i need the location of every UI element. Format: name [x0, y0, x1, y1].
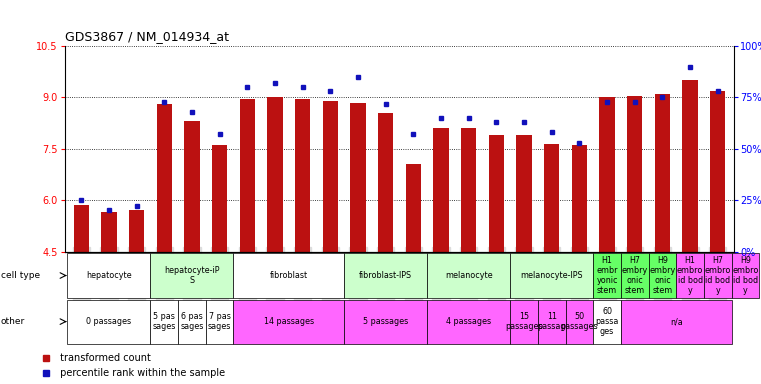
Bar: [648, 253, 677, 298]
Text: 15
passages: 15 passages: [505, 312, 543, 331]
Bar: [344, 300, 427, 344]
Text: H1
embr
yonic
stem: H1 embr yonic stem: [597, 257, 618, 295]
Bar: [594, 300, 621, 344]
Bar: [654, 94, 670, 252]
Bar: [427, 253, 510, 298]
Bar: [205, 300, 234, 344]
Bar: [565, 300, 594, 344]
Bar: [594, 253, 621, 298]
Bar: [178, 300, 205, 344]
Text: GDS3867 / NM_014934_at: GDS3867 / NM_014934_at: [65, 30, 229, 43]
Text: hepatocyte: hepatocyte: [86, 271, 132, 280]
Bar: [538, 300, 565, 344]
Bar: [621, 300, 731, 344]
Bar: [517, 135, 532, 252]
Bar: [406, 164, 421, 252]
Text: 5 pas
sages: 5 pas sages: [153, 312, 176, 331]
Bar: [101, 212, 116, 252]
Text: hepatocyte-iP
S: hepatocyte-iP S: [164, 266, 220, 285]
Text: 4 passages: 4 passages: [446, 317, 492, 326]
Text: cell type: cell type: [1, 271, 40, 280]
Text: transformed count: transformed count: [57, 353, 151, 363]
Bar: [621, 253, 648, 298]
Bar: [489, 135, 504, 252]
Bar: [600, 98, 615, 252]
Bar: [234, 300, 344, 344]
Bar: [267, 98, 282, 252]
Text: H9
embry
onic
stem: H9 embry onic stem: [649, 257, 676, 295]
Bar: [68, 300, 151, 344]
Text: 50
passages: 50 passages: [561, 312, 598, 331]
Bar: [240, 99, 255, 252]
Text: H7
embry
onic
stem: H7 embry onic stem: [622, 257, 648, 295]
Bar: [710, 91, 725, 252]
Text: 7 pas
sages: 7 pas sages: [208, 312, 231, 331]
Bar: [704, 253, 731, 298]
Text: H7
embro
id bod
y: H7 embro id bod y: [705, 257, 731, 295]
Text: melanocyte: melanocyte: [445, 271, 492, 280]
Text: melanocyte-IPS: melanocyte-IPS: [521, 271, 583, 280]
Bar: [295, 99, 310, 252]
Text: fibroblast-IPS: fibroblast-IPS: [359, 271, 412, 280]
Bar: [683, 80, 698, 252]
Bar: [427, 300, 510, 344]
Text: 6 pas
sages: 6 pas sages: [180, 312, 204, 331]
Text: 14 passages: 14 passages: [264, 317, 314, 326]
Bar: [378, 113, 393, 252]
Bar: [157, 104, 172, 252]
Bar: [74, 205, 89, 252]
Bar: [544, 144, 559, 252]
Text: percentile rank within the sample: percentile rank within the sample: [57, 368, 225, 378]
Text: 11
passag: 11 passag: [537, 312, 566, 331]
Bar: [234, 253, 344, 298]
Bar: [627, 96, 642, 252]
Bar: [323, 101, 338, 252]
Bar: [212, 146, 228, 252]
Bar: [151, 253, 234, 298]
Bar: [151, 300, 178, 344]
Text: n/a: n/a: [670, 317, 683, 326]
Bar: [184, 121, 199, 252]
Bar: [434, 128, 449, 252]
Text: 0 passages: 0 passages: [87, 317, 132, 326]
Bar: [677, 253, 704, 298]
Text: 60
passa
ges: 60 passa ges: [595, 308, 619, 336]
Bar: [572, 146, 587, 252]
Bar: [461, 128, 476, 252]
Bar: [510, 253, 594, 298]
Text: other: other: [1, 317, 25, 326]
Bar: [344, 253, 427, 298]
Text: 5 passages: 5 passages: [363, 317, 409, 326]
Text: fibroblast: fibroblast: [269, 271, 308, 280]
Bar: [68, 253, 151, 298]
Bar: [510, 300, 538, 344]
Bar: [129, 210, 145, 252]
Text: H9
embro
id bod
y: H9 embro id bod y: [732, 257, 759, 295]
Bar: [350, 103, 365, 252]
Bar: [731, 253, 759, 298]
Text: H1
embro
id bod
y: H1 embro id bod y: [677, 257, 703, 295]
